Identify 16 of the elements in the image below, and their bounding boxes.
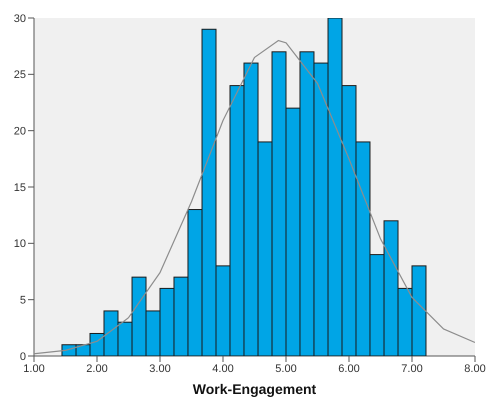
- y-tick-label: 30: [14, 12, 26, 25]
- x-tick-label: 1.00: [23, 362, 45, 375]
- x-tick-label: 6.00: [338, 362, 360, 375]
- y-tick-label: 25: [14, 69, 26, 82]
- y-tick-label: 15: [14, 182, 26, 194]
- y-tick-label: 0: [20, 350, 26, 363]
- y-tick-label: 20: [14, 126, 26, 138]
- y-tick-label: 5: [20, 294, 26, 307]
- x-tick-label: 4.00: [212, 362, 234, 375]
- x-tick-label: 2.00: [86, 362, 108, 375]
- x-axis-title: Work-Engagement: [192, 381, 317, 397]
- y-tick-label: 10: [14, 238, 26, 250]
- x-tick-label: 3.00: [149, 362, 171, 375]
- x-tick-label: 7.00: [401, 362, 423, 375]
- x-tick-label: 5.00: [275, 362, 297, 375]
- x-tick-label: 8.00: [464, 362, 486, 375]
